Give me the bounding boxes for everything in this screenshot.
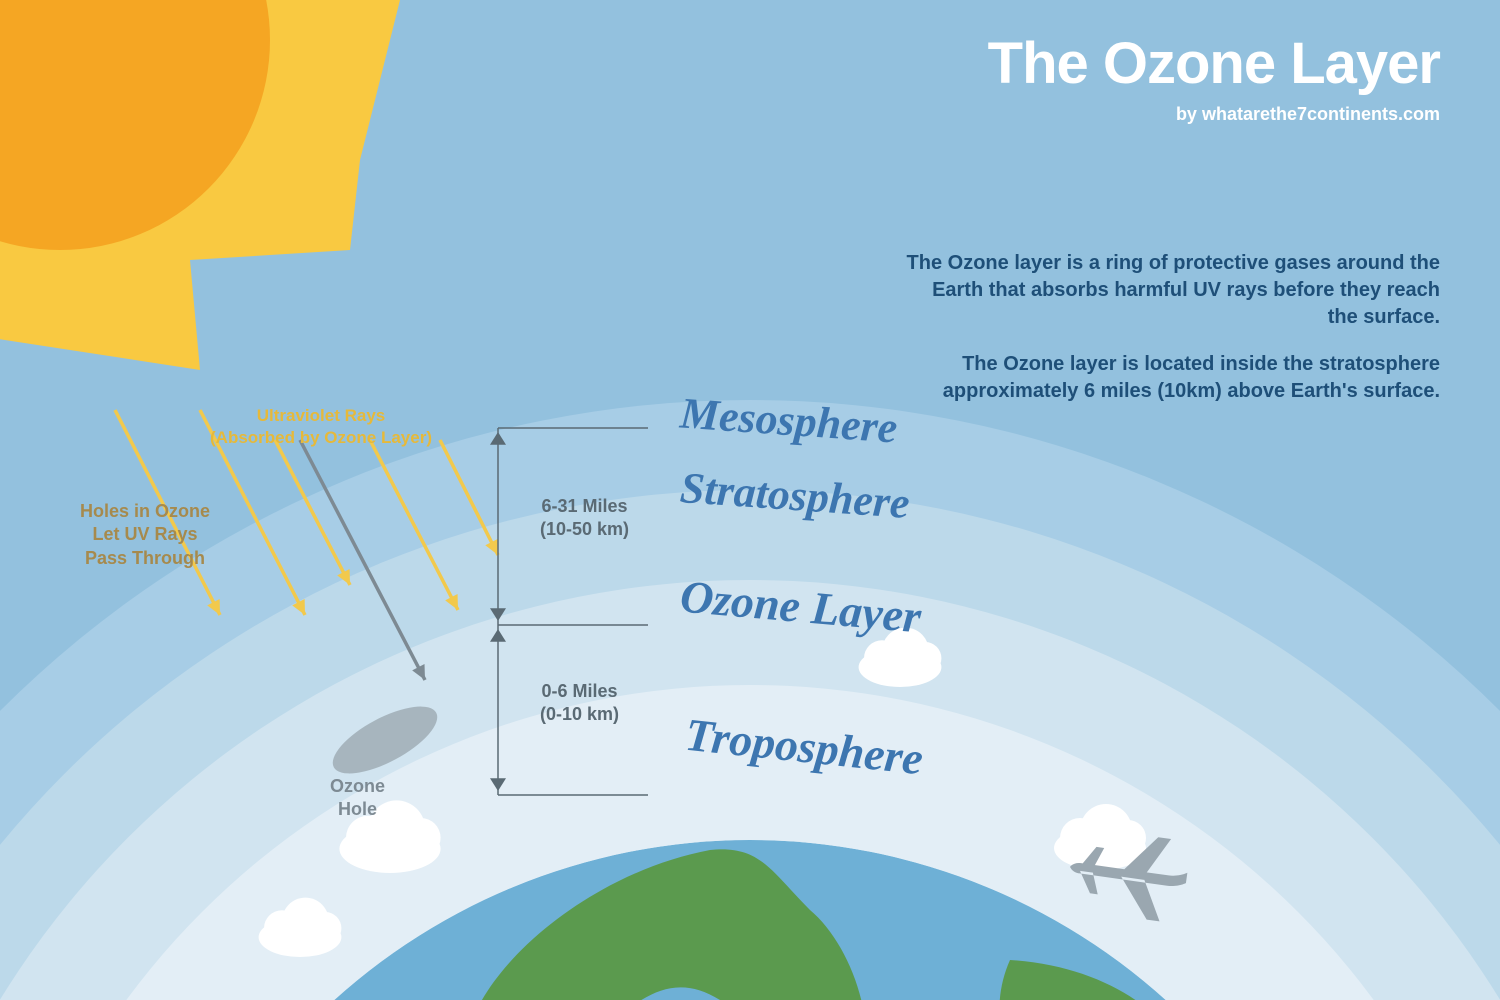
uv-absorbed-label: Ultraviolet Rays (Absorbed by Ozone Laye…: [210, 405, 432, 449]
measure-tropo: 0-6 Miles(0-10 km): [540, 680, 619, 725]
page-title: The Ozone Layer: [988, 30, 1440, 97]
byline: by whatarethe7continents.com: [1176, 104, 1440, 125]
description-para1: The Ozone layer is a ring of protective …: [900, 250, 1440, 331]
description-para2: The Ozone layer is located inside the st…: [900, 351, 1440, 405]
description-block: The Ozone layer is a ring of protective …: [900, 250, 1440, 405]
measure-strato: 6-31 Miles(10-50 km): [540, 495, 629, 540]
infographic-canvas: The Ozone Layer by whatarethe7continents…: [0, 0, 1500, 1000]
holes-annotation: Holes in Ozone Let UV Rays Pass Through: [80, 500, 210, 570]
ozone-hole-label: Ozone Hole: [330, 775, 385, 822]
